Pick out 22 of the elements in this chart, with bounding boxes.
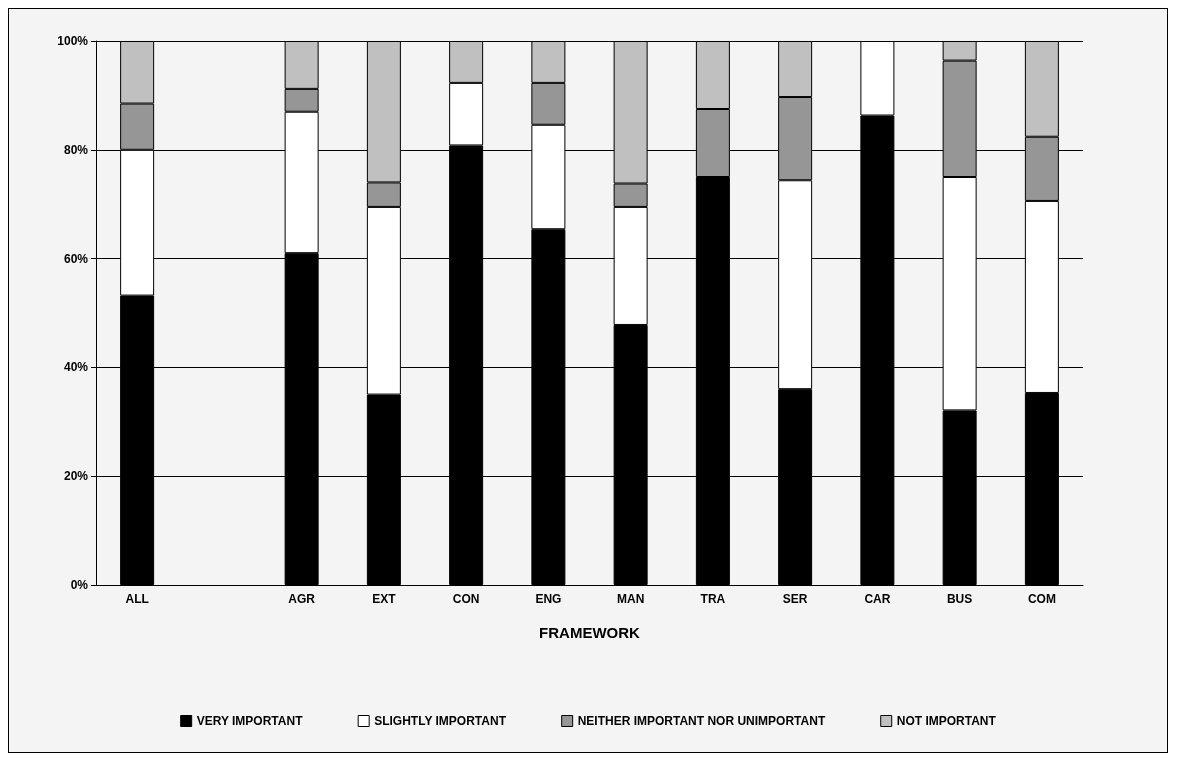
x-tick-label: CAR: [864, 592, 891, 606]
y-tick-label: 40%: [63, 360, 89, 375]
y-tick-label: 80%: [63, 142, 89, 157]
legend-label: NEITHER IMPORTANT NOR UNIMPORTANT: [577, 714, 826, 728]
x-tick-label: ENG: [535, 592, 562, 606]
y-tick-label: 20%: [63, 469, 89, 484]
x-tick-label: BUS: [946, 592, 973, 606]
x-tick-label: CON: [452, 592, 480, 606]
x-tick-label: TRA: [700, 592, 726, 606]
legend-label: VERY IMPORTANT: [196, 714, 304, 728]
x-axis-title: FRAMEWORK: [539, 624, 641, 641]
x-tick-label: SER: [782, 592, 808, 606]
y-tick-label: 100%: [57, 34, 89, 48]
x-tick-label: MAN: [616, 592, 645, 606]
x-tick-label: EXT: [372, 592, 397, 606]
legend-label: NOT IMPORTANT: [896, 714, 997, 728]
x-tick-label: COM: [1027, 592, 1056, 606]
legend-label: SLIGHTLY IMPORTANT: [374, 714, 507, 728]
x-tick-label: AGR: [288, 592, 316, 606]
x-tick-label: ALL: [125, 592, 149, 606]
y-tick-label: 60%: [63, 251, 89, 266]
y-tick-label: 0%: [70, 578, 89, 592]
